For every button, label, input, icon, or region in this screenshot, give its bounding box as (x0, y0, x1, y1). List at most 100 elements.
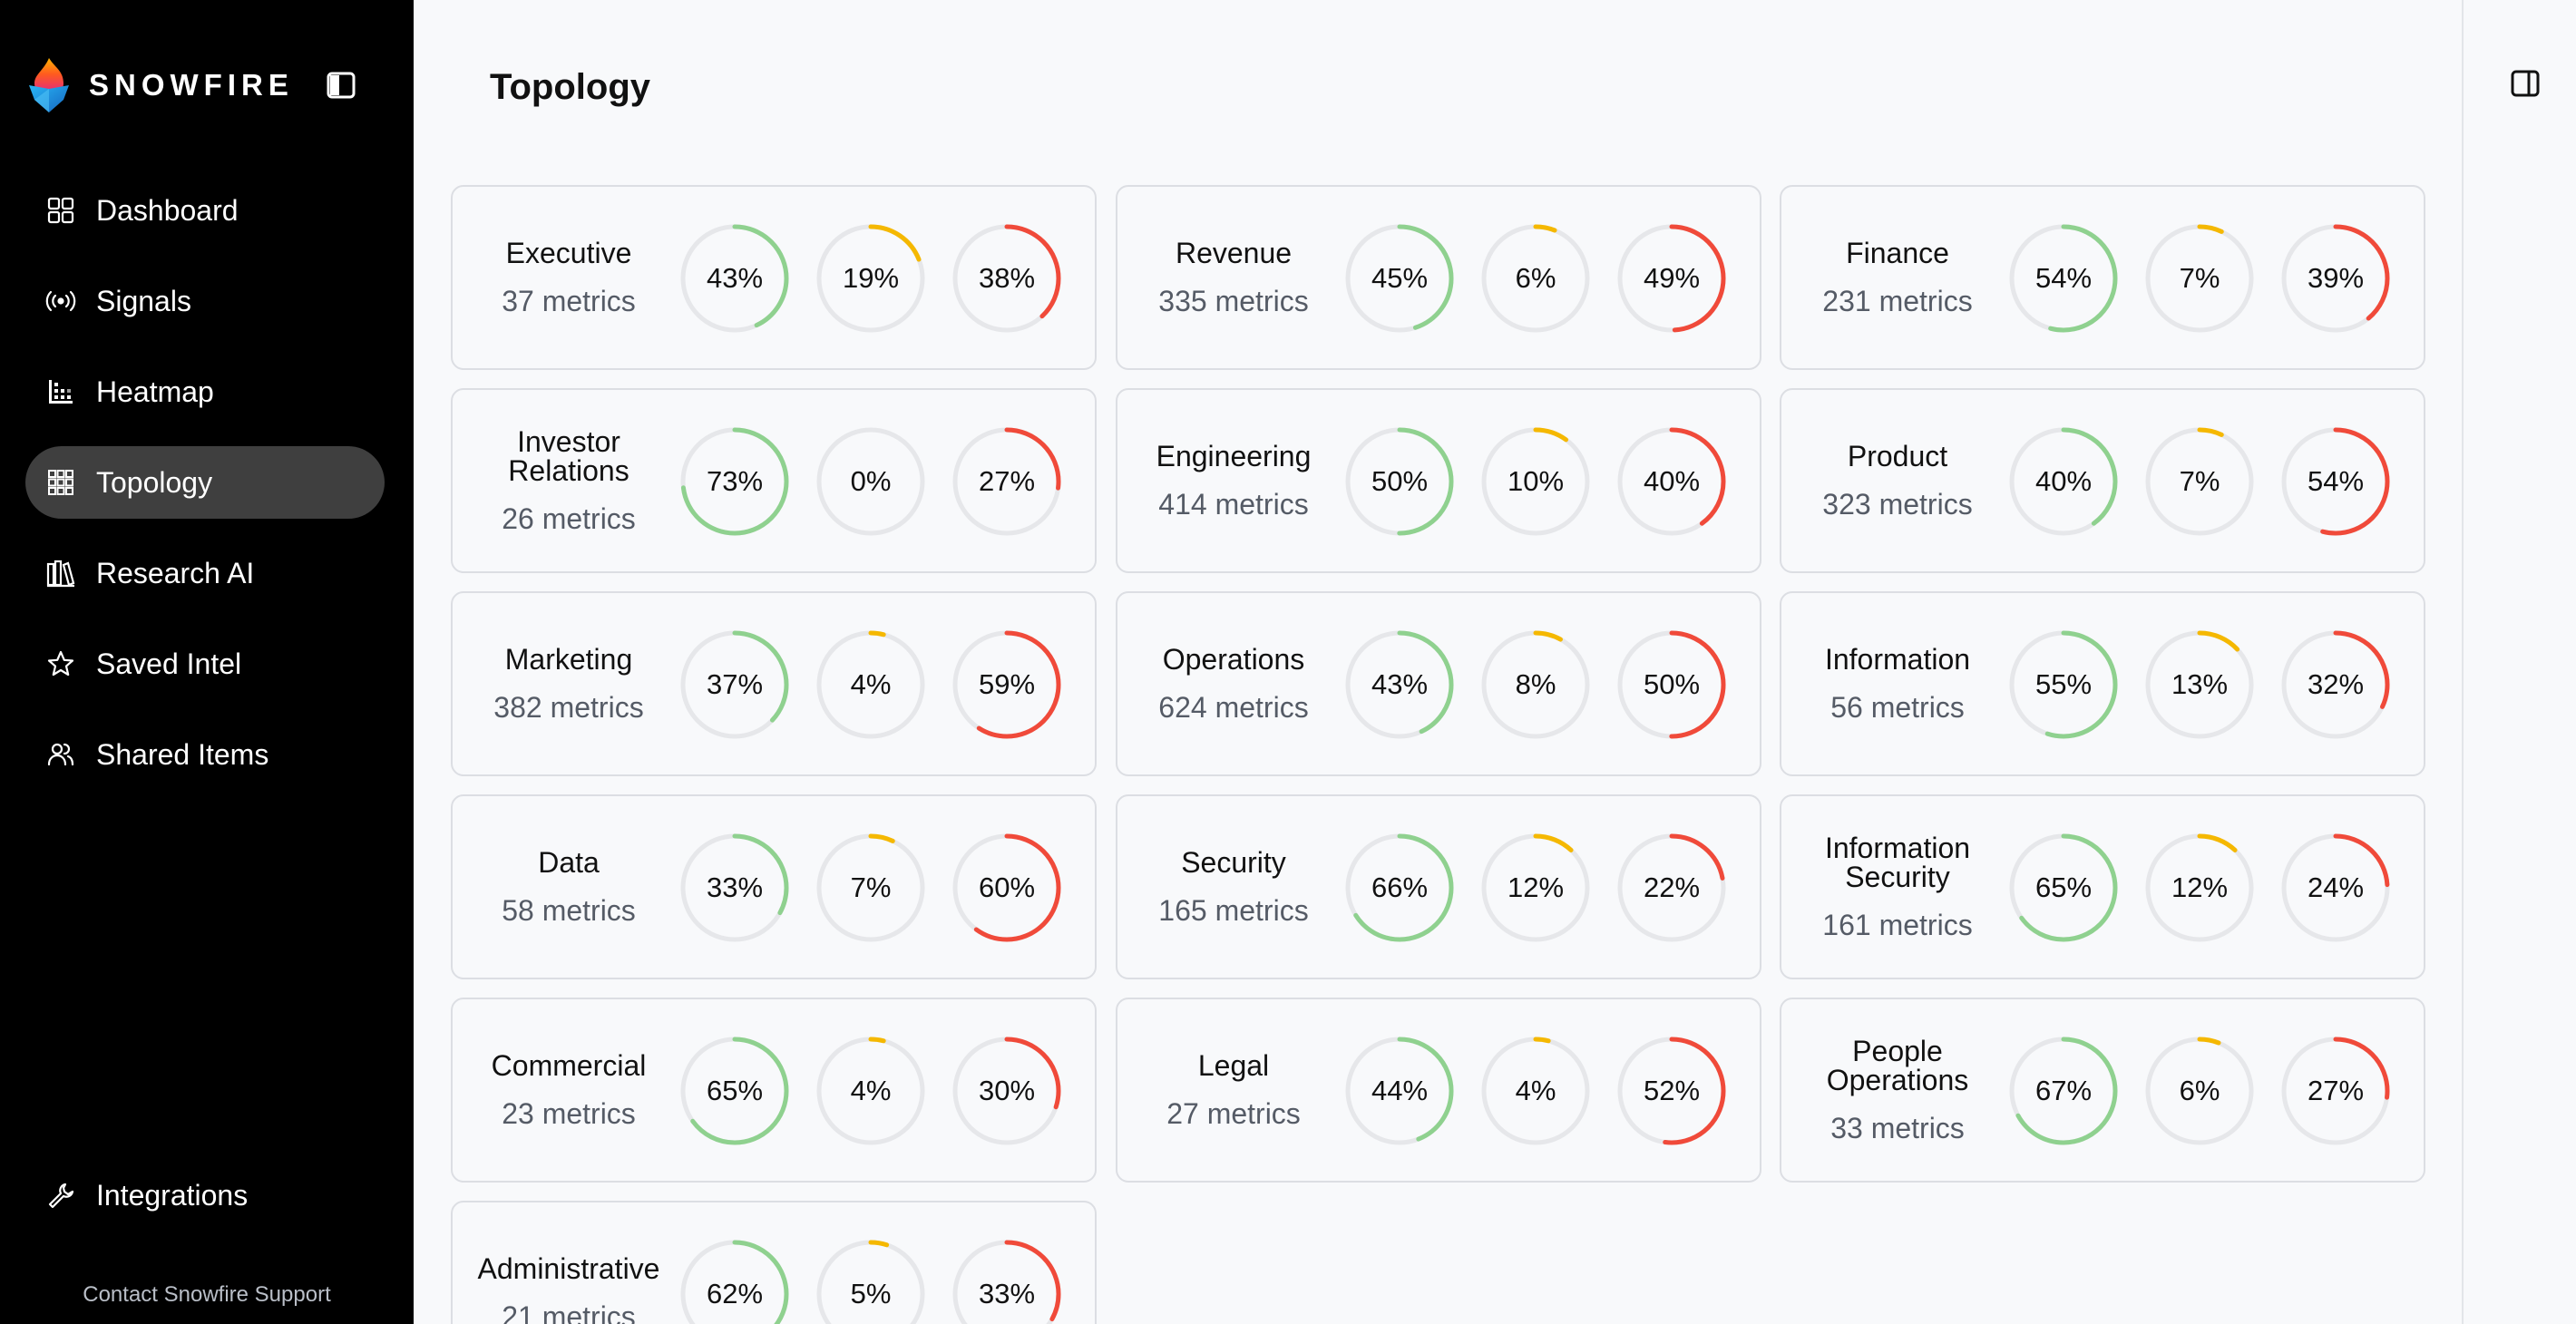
progress-percent: 49% (1643, 262, 1701, 294)
progress-percent: 65% (706, 1075, 764, 1106)
nav-item-signals[interactable]: Signals (25, 265, 385, 337)
progress-ring-red: 54% (2278, 424, 2393, 539)
progress-percent: 5% (850, 1278, 892, 1309)
progress-ring-green: 50% (1342, 424, 1457, 539)
topology-card[interactable]: Data 58 metrics 33% 7% 60% (451, 794, 1097, 979)
support-link[interactable]: Contact Snowfire Support (83, 1282, 331, 1307)
progress-percent: 40% (2034, 465, 2093, 497)
progress-ring-amber: 7% (2142, 221, 2257, 336)
progress-arc (2009, 630, 2118, 739)
card-name: Revenue (1175, 237, 1293, 269)
wrench-icon (45, 1180, 76, 1211)
progress-arc (680, 1037, 789, 1145)
card-name: Engineering (1156, 440, 1312, 472)
progress-arc (1345, 427, 1454, 536)
progress-percent: 30% (978, 1075, 1036, 1106)
progress-arc (816, 1240, 925, 1324)
card-metric-count: 414 metrics (1158, 488, 1309, 521)
sidebar: SNOWFIRE Dashboard Signals (0, 0, 414, 1324)
progress-arc (2281, 630, 2390, 739)
nav-item-integrations[interactable]: Integrations (25, 1159, 385, 1232)
progress-ring-green: 55% (2006, 628, 2121, 742)
nav-item-saved-intel[interactable]: Saved Intel (25, 628, 385, 700)
nav-label-topology: Topology (96, 465, 213, 499)
card-name: Product (1847, 440, 1948, 472)
card-info: Information 56 metrics (1791, 593, 2005, 774)
topology-card[interactable]: Administrative 21 metrics 62% 5% 33% (451, 1201, 1097, 1324)
progress-arc (680, 1240, 789, 1324)
progress-arc (1345, 630, 1454, 739)
progress-arc (1345, 224, 1454, 333)
progress-arc (952, 630, 1061, 739)
topology-card[interactable]: Operations 624 metrics 43% 8% 50% (1116, 591, 1761, 776)
progress-percent: 52% (1643, 1075, 1701, 1106)
topology-card[interactable]: Finance 231 metrics 54% 7% 39% (1780, 185, 2425, 370)
progress-ring-amber: 4% (814, 628, 928, 742)
progress-percent: 67% (2034, 1075, 2093, 1106)
nav-item-shared-items[interactable]: Shared Items (25, 718, 385, 791)
sidebar-toggle-icon[interactable] (325, 69, 357, 102)
nav-label-research-ai: Research AI (96, 556, 255, 589)
card-name: Administrative (477, 1252, 660, 1285)
topology-card[interactable]: Revenue 335 metrics 45% 6% 49% (1116, 185, 1761, 370)
right-panel-divider (2462, 0, 2464, 1324)
card-info: Finance 231 metrics (1791, 187, 2005, 368)
progress-ring-red: 27% (950, 424, 1064, 539)
card-name: Marketing (504, 643, 633, 676)
topology-card[interactable]: Information 56 metrics 55% 13% 32% (1780, 591, 2425, 776)
progress-arc (816, 833, 925, 942)
progress-percent: 44% (1371, 1075, 1429, 1106)
card-name: Operations (1162, 643, 1305, 676)
progress-arc (680, 630, 789, 739)
page-title: Topology (490, 67, 650, 107)
progress-arc (2145, 427, 2254, 536)
progress-ring-green: 45% (1342, 221, 1457, 336)
topology-card[interactable]: Product 323 metrics 40% 7% 54% (1780, 388, 2425, 573)
card-info: Operations 624 metrics (1127, 593, 1341, 774)
progress-ring-red: 39% (2278, 221, 2393, 336)
progress-ring-red: 59% (950, 628, 1064, 742)
right-panel-toggle-icon[interactable] (2507, 65, 2543, 102)
card-metric-count: 624 metrics (1158, 691, 1309, 724)
progress-ring-green: 33% (678, 831, 792, 945)
topology-card[interactable]: People Operations 33 metrics 67% 6% 27% (1780, 998, 2425, 1183)
nav-item-dashboard[interactable]: Dashboard (25, 174, 385, 247)
progress-arc (1481, 1037, 1590, 1145)
brand[interactable]: SNOWFIRE (27, 53, 294, 118)
card-info: Legal 27 metrics (1127, 999, 1341, 1181)
progress-ring-amber: 12% (2142, 831, 2257, 945)
users-icon (45, 739, 76, 770)
card-metric-count: 33 metrics (1830, 1112, 1965, 1144)
progress-ring-green: 40% (2006, 424, 2121, 539)
topology-card[interactable]: Security 165 metrics 66% 12% 22% (1116, 794, 1761, 979)
card-name: People Operations (1826, 1035, 1969, 1096)
progress-arc (952, 427, 1061, 536)
nav-item-research-ai[interactable]: Research AI (25, 537, 385, 609)
progress-arc (1481, 224, 1590, 333)
progress-arc (816, 630, 925, 739)
topology-card[interactable]: Legal 27 metrics 44% 4% 52% (1116, 998, 1761, 1183)
topology-card[interactable]: Executive 37 metrics 43% 19% 38% (451, 185, 1097, 370)
progress-ring-amber: 8% (1478, 628, 1593, 742)
progress-percent: 7% (850, 871, 892, 903)
topology-card[interactable]: Investor Relations 26 metrics 73% 0% 27% (451, 388, 1097, 573)
card-metric-count: 23 metrics (502, 1097, 636, 1130)
card-metric-count: 335 metrics (1158, 285, 1309, 317)
topology-card[interactable]: Engineering 414 metrics 50% 10% 40% (1116, 388, 1761, 573)
progress-percent: 50% (1643, 668, 1701, 700)
card-metric-count: 27 metrics (1166, 1097, 1301, 1130)
topology-card[interactable]: Commercial 23 metrics 65% 4% 30% (451, 998, 1097, 1183)
progress-percent: 66% (1371, 871, 1429, 903)
card-info: Engineering 414 metrics (1127, 390, 1341, 571)
card-metric-count: 323 metrics (1822, 488, 1973, 521)
nav-label-saved-intel: Saved Intel (96, 647, 242, 680)
progress-arc (1617, 224, 1726, 333)
topology-card[interactable]: Marketing 382 metrics 37% 4% 59% (451, 591, 1097, 776)
progress-percent: 7% (2179, 465, 2220, 497)
nav-item-topology[interactable]: Topology (25, 446, 385, 519)
progress-ring-amber: 6% (1478, 221, 1593, 336)
progress-ring-green: 44% (1342, 1034, 1457, 1148)
nav-item-heatmap[interactable]: Heatmap (25, 355, 385, 428)
topology-card[interactable]: Information Security 161 metrics 65% 12% 24% (1780, 794, 2425, 979)
progress-percent: 62% (706, 1278, 764, 1309)
